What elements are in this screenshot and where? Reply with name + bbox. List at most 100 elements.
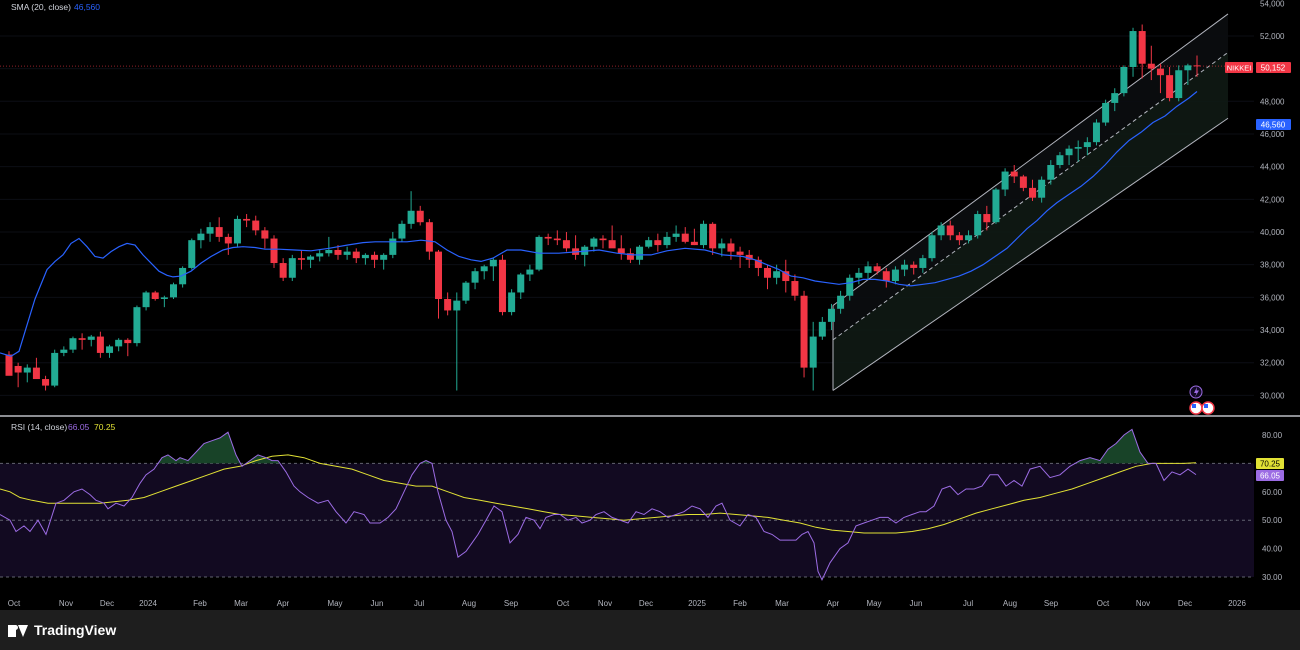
- time-tick-label: Dec: [1178, 599, 1192, 608]
- candle-body: [553, 238, 561, 241]
- candle-body: [188, 240, 196, 268]
- candle-body: [974, 214, 982, 236]
- rsi-tick-label: 80.00: [1262, 431, 1283, 440]
- candle-body: [334, 249, 342, 255]
- time-tick-label: Apr: [277, 599, 290, 608]
- candle-body: [727, 243, 735, 252]
- candle-body: [115, 339, 123, 347]
- symbol-badge-bg: [1225, 62, 1253, 73]
- time-tick-label: Sep: [504, 599, 519, 608]
- candle-body: [252, 220, 260, 231]
- channel-upper-line: [832, 13, 1229, 306]
- sma-badge: 46,560: [1261, 121, 1286, 130]
- candle-body: [818, 321, 826, 337]
- candle-body: [946, 225, 954, 236]
- candle-body: [1111, 93, 1119, 103]
- candle-body: [965, 235, 973, 241]
- candle-body: [435, 251, 443, 299]
- candle-body: [1156, 68, 1164, 76]
- candle-body: [1129, 31, 1137, 67]
- price-tick-label: 40,000: [1260, 228, 1285, 237]
- candle-body: [837, 295, 845, 309]
- time-axis[interactable]: Oct Nov Dec 2024 Feb Mar Apr May Jun Jul Aug Sep Oct…: [8, 599, 1247, 608]
- time-tick-label: Nov: [59, 599, 73, 608]
- time-tick-label: May: [327, 599, 342, 608]
- candle-body: [42, 379, 50, 386]
- time-tick-label: Aug: [462, 599, 476, 608]
- time-tick-label: Feb: [733, 599, 747, 608]
- candle-body: [416, 210, 424, 223]
- candle-body: [1138, 31, 1146, 64]
- price-tick-label-top: 54,000: [1260, 0, 1285, 8]
- price-tick-label: 48,000: [1260, 97, 1285, 106]
- candle-body: [32, 367, 40, 380]
- time-tick-label: 2025: [688, 599, 706, 608]
- candle-body: [919, 258, 927, 268]
- candle-body: [608, 240, 616, 249]
- candle-body: [142, 292, 150, 308]
- time-tick-label: May: [866, 599, 881, 608]
- candle-body: [928, 235, 936, 259]
- tradingview-brand[interactable]: TradingView: [8, 622, 116, 638]
- time-tick-label: 2026: [1228, 599, 1246, 608]
- time-tick-label: Mar: [234, 599, 248, 608]
- candle-body: [96, 336, 104, 353]
- candle-body: [1184, 65, 1192, 71]
- channel-middle-line: [832, 51, 1229, 341]
- candle-body: [343, 251, 351, 255]
- price-tick-label: 52,000: [1260, 32, 1285, 41]
- candle-body: [480, 266, 488, 272]
- candle-body: [901, 264, 909, 270]
- price-candles[interactable]: [5, 24, 1201, 391]
- price-axis[interactable]: 30,000 32,000 34,000 36,000 38,000 40,000 42,0…: [1260, 0, 1285, 400]
- price-badge-bg: [1256, 62, 1291, 73]
- candle-body: [526, 269, 534, 275]
- price-tick-label: 46,000: [1260, 130, 1285, 139]
- rsi-axis[interactable]: 30.00 40.00 50.00 60.00 80.00: [1262, 431, 1283, 582]
- time-tick-label: Jul: [414, 599, 424, 608]
- chart[interactable]: 30,000 32,000 34,000 36,000 38,000 40,000 42,0…: [0, 0, 1300, 610]
- time-tick-label: Oct: [1097, 599, 1110, 608]
- candle-body: [937, 225, 945, 236]
- candle-body: [124, 339, 132, 344]
- candle-body: [78, 338, 86, 340]
- candle-body: [69, 338, 77, 350]
- candle-body: [1193, 65, 1201, 67]
- candle-body: [1147, 63, 1155, 69]
- candle-body: [1175, 70, 1183, 99]
- candle-body: [1047, 165, 1055, 180]
- candle-body: [846, 277, 854, 296]
- candle-body: [736, 251, 744, 255]
- candle-body: [700, 223, 708, 246]
- sma-line: [0, 91, 1198, 357]
- candle-body: [361, 254, 369, 259]
- candle-body: [800, 295, 808, 368]
- candle-body: [1102, 102, 1110, 123]
- time-tick-label: Dec: [639, 599, 653, 608]
- candle-body: [791, 281, 799, 296]
- candle-body: [855, 272, 863, 278]
- price-badge: 50,152: [1261, 64, 1286, 73]
- price-tick-label: 44,000: [1260, 163, 1285, 172]
- rsi-ma-line: [0, 454, 1197, 534]
- channel-lower-fill: [833, 52, 1228, 391]
- candle-body: [233, 218, 241, 244]
- candle-body: [307, 256, 315, 260]
- candle-body: [517, 274, 525, 293]
- candle-body: [224, 236, 232, 244]
- candle-body: [1166, 75, 1174, 99]
- time-tick-label: Oct: [8, 599, 21, 608]
- rsi-value-badge: 66.05: [1260, 472, 1281, 481]
- time-tick-label: Sep: [1044, 599, 1059, 608]
- time-tick-label: Apr: [827, 599, 840, 608]
- candle-body: [992, 189, 1000, 223]
- candle-body: [14, 365, 22, 373]
- channel-lower-line: [832, 117, 1229, 391]
- candle-body: [425, 222, 433, 252]
- rsi-ma-badge: 70.25: [1260, 460, 1281, 469]
- sma-badge-bg: [1256, 119, 1291, 130]
- time-tick-label: Oct: [557, 599, 570, 608]
- candle-body: [5, 354, 13, 376]
- candle-body: [590, 238, 598, 247]
- candle-body: [955, 235, 963, 241]
